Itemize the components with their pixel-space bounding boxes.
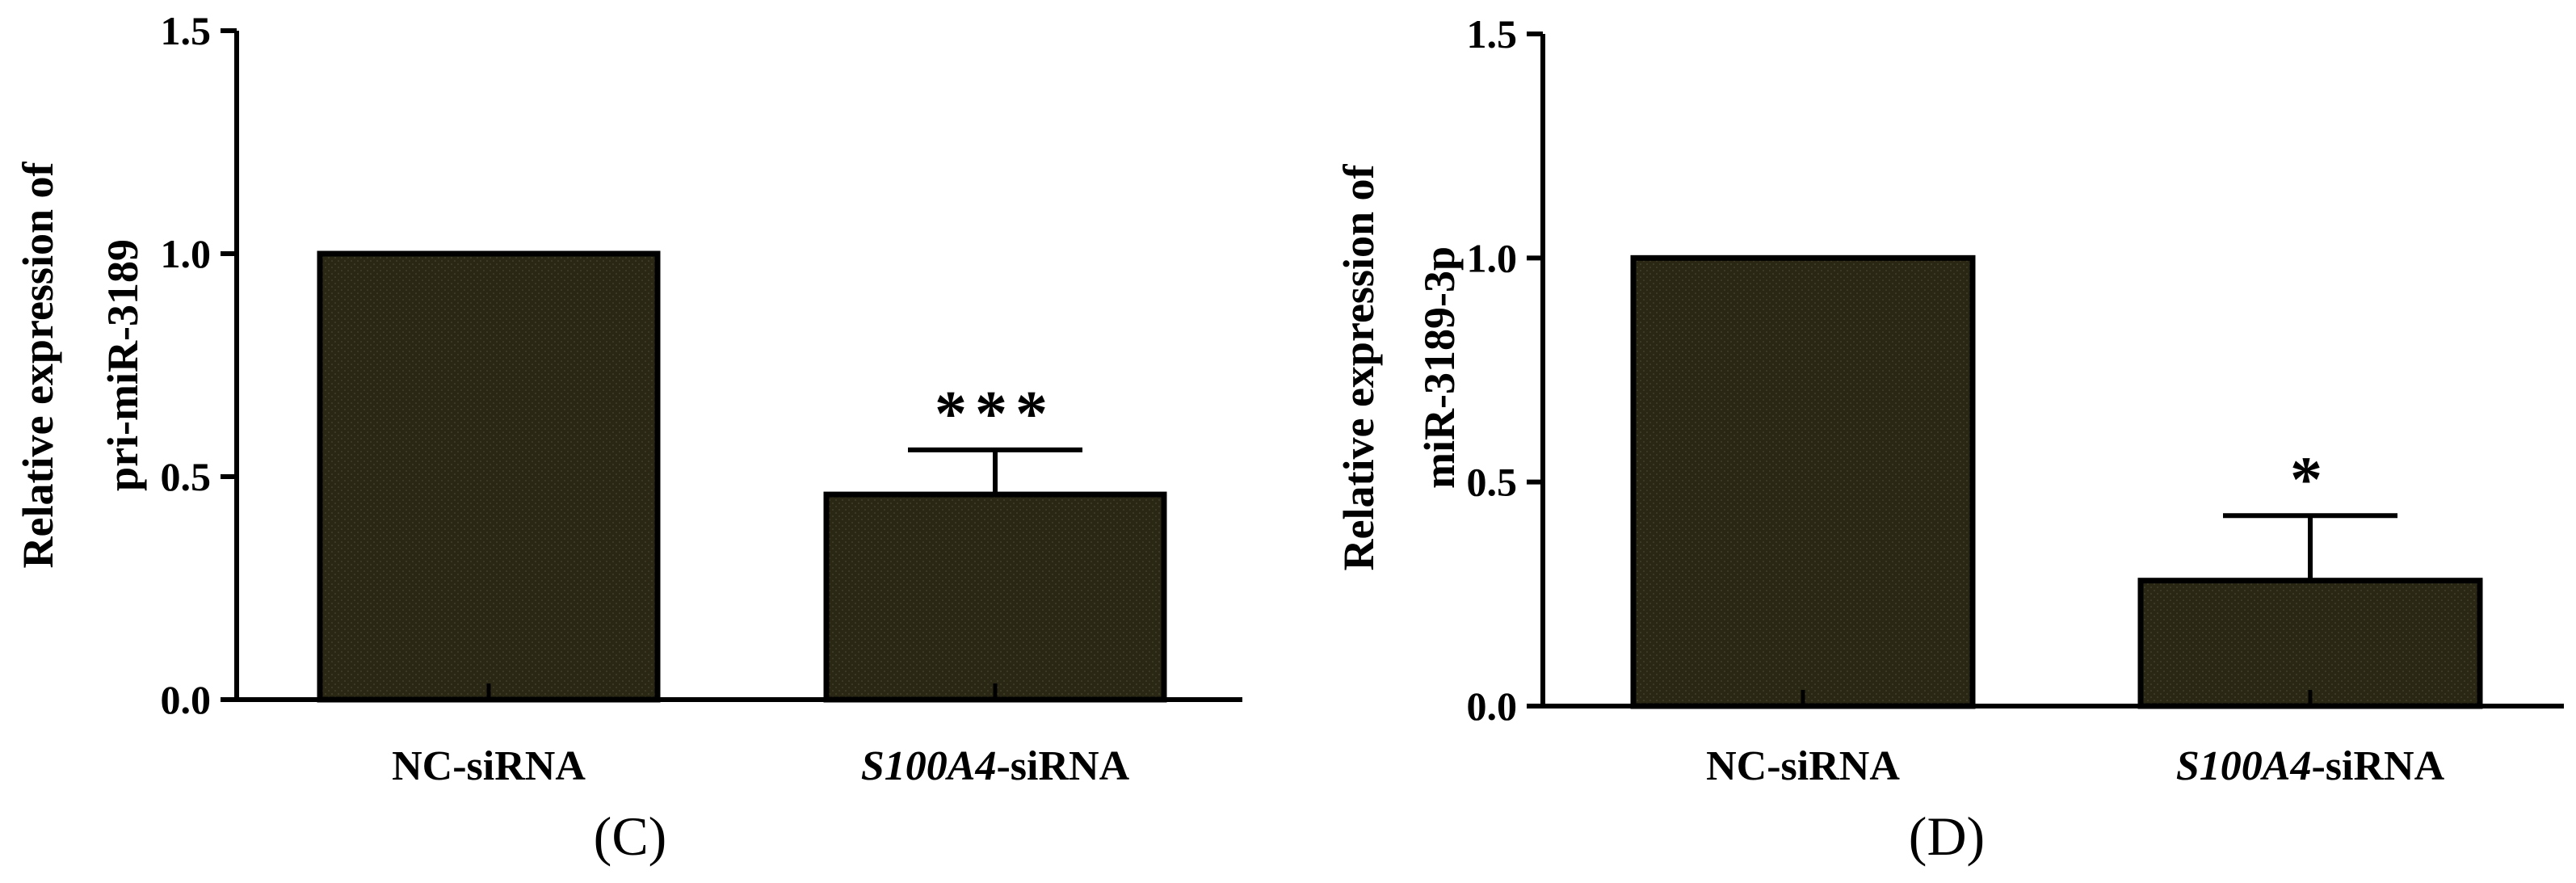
bar-s100a4-sirna <box>823 491 1167 703</box>
y-axis-label: Relative expression of pri-miR-3189 <box>14 162 147 569</box>
x-tick-label: NC-siRNA <box>1706 743 1900 789</box>
significance-label: * <box>2290 444 2330 515</box>
error-bar <box>908 447 1082 495</box>
x-tick-label: S100A4-siRNA <box>861 743 1130 789</box>
y-tick-label: 1.5 <box>1467 11 1518 57</box>
error-bar <box>2223 513 2397 581</box>
x-tick-label: NC-siRNA <box>392 743 586 789</box>
chart-panel-c: *** 0.0 0.5 1.0 1.5 NC-siRNA S100A4-siRNA Relat… <box>14 8 1242 867</box>
y-tick-label: 0.5 <box>161 454 212 499</box>
panel-label: (D) <box>1909 805 1985 867</box>
chart-panel-d: * 0.0 0.5 1.0 1.5 NC-siRNA S100A4-siRNA Relativ… <box>1334 11 2564 867</box>
y-axis-label: Relative expression of miR-3189-3p <box>1334 164 1464 571</box>
x-tick-label: S100A4-siRNA <box>2176 743 2445 789</box>
panel-label: (C) <box>594 805 667 867</box>
bar-nc-sirna <box>317 250 661 703</box>
bar-nc-sirna <box>1630 254 1976 709</box>
y-tick-label: 1.0 <box>161 231 212 276</box>
significance-label: *** <box>935 379 1056 450</box>
y-tick-label: 0.5 <box>1467 460 1518 505</box>
y-tick-label: 0.0 <box>161 677 212 722</box>
y-tick-label: 1.5 <box>161 8 212 53</box>
y-tick-label: 0.0 <box>1467 683 1518 729</box>
y-tick-label: 1.0 <box>1467 235 1518 280</box>
bar-s100a4-sirna <box>2137 578 2483 709</box>
